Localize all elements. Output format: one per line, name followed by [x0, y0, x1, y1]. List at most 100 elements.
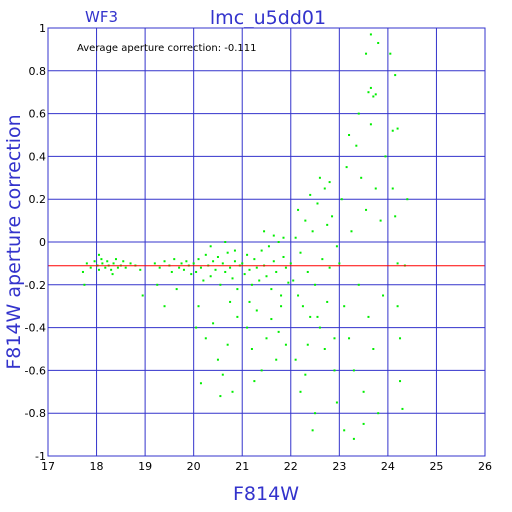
data-point — [369, 33, 372, 36]
data-point — [199, 382, 202, 385]
data-point — [352, 437, 355, 440]
data-point — [350, 230, 353, 233]
data-point — [277, 330, 280, 333]
data-point — [374, 187, 377, 190]
y-tick-label: -0.6 — [25, 364, 46, 377]
data-point — [231, 390, 234, 393]
data-point — [178, 266, 181, 269]
data-point — [199, 266, 202, 269]
data-point — [333, 337, 336, 340]
x-tick-label: 17 — [41, 460, 55, 473]
data-point — [182, 268, 185, 271]
data-point — [106, 260, 109, 263]
average-annotation: Average aperture correction: -0.111 — [77, 43, 257, 54]
data-point — [124, 266, 127, 269]
data-point — [246, 253, 249, 256]
data-point — [369, 86, 372, 89]
data-point — [365, 52, 368, 55]
data-point — [314, 412, 317, 415]
data-point — [382, 294, 385, 297]
data-point — [352, 369, 355, 372]
data-point — [301, 305, 304, 308]
data-point — [360, 176, 363, 179]
data-point — [173, 258, 176, 261]
data-point — [153, 262, 156, 265]
data-point — [270, 318, 273, 321]
x-tick-label: 18 — [90, 460, 104, 473]
data-point — [309, 315, 312, 318]
x-tick-label: 20 — [187, 460, 201, 473]
x-tick-label: 26 — [478, 460, 492, 473]
data-point — [265, 337, 268, 340]
data-point — [333, 369, 336, 372]
data-point — [226, 251, 229, 254]
data-point — [233, 249, 236, 252]
data-point — [209, 275, 212, 278]
data-point — [277, 241, 280, 243]
data-point — [190, 273, 193, 276]
x-tick-labels: 17 18 19 20 21 22 23 24 25 26 — [41, 460, 492, 473]
data-point — [253, 258, 256, 261]
x-axis-label: F814W — [233, 483, 299, 505]
data-point — [122, 260, 125, 263]
data-point — [216, 358, 219, 361]
data-point — [318, 326, 321, 329]
data-point — [391, 187, 394, 190]
data-point — [116, 266, 119, 269]
data-point — [284, 343, 287, 346]
data-point — [365, 208, 368, 211]
data-point — [377, 41, 380, 44]
data-point — [280, 294, 283, 297]
data-point — [83, 283, 86, 286]
data-point — [362, 390, 365, 393]
data-point — [197, 258, 200, 261]
data-point — [185, 260, 188, 263]
data-point — [112, 262, 115, 265]
data-point — [306, 343, 309, 346]
data-point — [367, 91, 370, 94]
grid-lines — [47, 27, 486, 457]
data-point — [348, 134, 351, 136]
data-point — [216, 255, 219, 258]
data-point — [236, 315, 239, 318]
data-point — [219, 283, 222, 286]
data-point — [345, 166, 348, 169]
data-point — [389, 52, 392, 55]
data-point — [316, 202, 319, 205]
data-point — [100, 258, 103, 261]
data-point — [369, 123, 372, 126]
corner-label: WF3 — [85, 8, 118, 26]
data-point — [323, 348, 326, 350]
data-point — [328, 266, 331, 269]
data-point — [311, 230, 314, 233]
data-point — [396, 127, 399, 130]
x-tick-label: 21 — [235, 460, 249, 473]
data-point — [374, 93, 377, 96]
data-point — [335, 401, 338, 404]
data-point — [114, 258, 117, 261]
y-tick-label: -0.4 — [25, 322, 46, 335]
data-point — [284, 266, 287, 269]
data-point — [280, 305, 283, 308]
data-point — [163, 260, 166, 263]
y-tick-label: -0.8 — [25, 407, 46, 420]
x-tick-label: 25 — [429, 460, 443, 473]
data-point — [270, 288, 273, 291]
data-point — [141, 294, 144, 297]
data-point — [221, 373, 224, 376]
data-point — [158, 266, 161, 269]
data-point — [241, 262, 244, 265]
x-tick-label: 23 — [332, 460, 346, 473]
data-point — [226, 343, 229, 346]
data-point — [304, 219, 307, 222]
data-point — [258, 279, 261, 282]
data-point — [250, 283, 253, 286]
data-point — [294, 358, 297, 361]
data-point — [401, 407, 404, 410]
data-point — [309, 193, 312, 196]
data-point — [306, 270, 309, 273]
data-point — [331, 215, 334, 218]
data-point — [202, 279, 205, 282]
x-tick-label: 19 — [138, 460, 152, 473]
